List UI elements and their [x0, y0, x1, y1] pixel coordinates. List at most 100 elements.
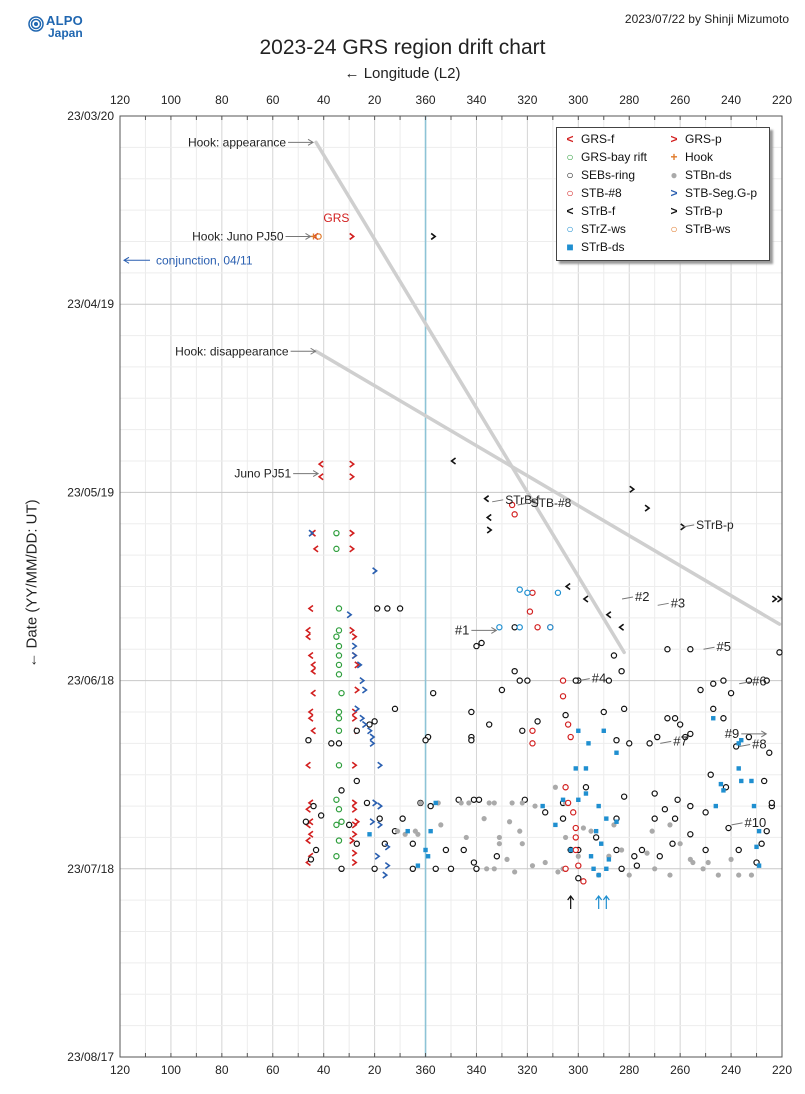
sebs-ring-point	[542, 809, 549, 816]
stbn-ds-point	[687, 856, 693, 862]
legend-label: GRS-bay rift	[581, 150, 648, 164]
strb-ds-point	[713, 803, 718, 809]
stb-8-point	[564, 721, 572, 728]
strb-ds-point	[576, 728, 581, 733]
sebs-ring-point	[735, 846, 742, 854]
y-tick-label: 23/03/20	[67, 109, 114, 123]
annotation-label: #1	[455, 622, 469, 637]
drift-line-strb-p	[314, 349, 782, 626]
x-tick-label-bottom: 300	[568, 1063, 588, 1077]
stb-seg-g-p-point	[359, 676, 366, 685]
strz-ws-point	[516, 586, 523, 593]
sebs-ring-point	[493, 853, 501, 860]
stbn-ds-point	[677, 841, 683, 847]
legend-item: < STrB-f	[563, 204, 615, 218]
sebs-ring-point	[371, 718, 378, 725]
sebs-ring-point	[758, 840, 765, 847]
annotation-pointer	[703, 646, 715, 650]
strb-f-point	[485, 513, 492, 522]
strz-ws-point	[516, 624, 523, 631]
y-tick-label: 23/07/18	[67, 862, 114, 876]
annotation-pointer	[683, 524, 695, 528]
sebs-ring-point	[766, 749, 773, 756]
strb-p-point	[776, 595, 783, 603]
stb-seg-g-p-point	[377, 821, 384, 829]
annotation-label: STrB-p	[696, 518, 734, 532]
grs-p-point	[354, 661, 361, 669]
sebs-ring-point	[676, 721, 684, 728]
strb-ds-point	[739, 737, 744, 743]
legend-item: ○ SEBs-ring	[563, 168, 635, 182]
stbn-ds-point	[491, 866, 497, 872]
x-tick-label-top: 360	[416, 93, 436, 107]
legend-label: STrB-ds	[581, 240, 625, 254]
strb-ds-point	[596, 803, 601, 809]
stbn-ds-point	[509, 800, 515, 806]
annotation-pointer	[293, 470, 320, 478]
stb-seg-g-p-point	[351, 651, 358, 660]
sebs-ring-point	[669, 840, 676, 847]
stb-8-point	[529, 589, 536, 596]
y-tick-label: 23/08/17	[67, 1050, 114, 1064]
sebs-ring-point	[353, 840, 360, 847]
annotation-pointer	[492, 499, 504, 503]
grs-p-point	[349, 473, 356, 481]
sebs-ring-point	[572, 677, 579, 684]
sebs-ring-point	[776, 649, 783, 656]
legend-marker-icon: +	[670, 150, 678, 164]
legend-item: + Hook	[667, 150, 713, 164]
strb-ds-point	[606, 857, 612, 862]
annotation-pointer	[657, 602, 669, 606]
stb-8-point	[570, 809, 577, 816]
sebs-ring-point	[613, 846, 620, 854]
x-tick-label-bottom: 120	[110, 1063, 130, 1077]
stb-8-point	[562, 784, 569, 791]
sebs-ring-point	[345, 821, 353, 829]
legend-label: STB-Seg.G-p	[685, 186, 758, 200]
x-tick-label-bottom: 220	[772, 1063, 792, 1077]
grs-f-point	[305, 761, 311, 769]
sebs-ring-point	[516, 677, 523, 684]
sebs-ring-point	[470, 796, 478, 803]
sebs-ring-point	[559, 815, 567, 822]
x-tick-label-top: 60	[266, 93, 280, 107]
legend-label: GRS-f	[581, 132, 615, 146]
grs-f-point	[305, 836, 311, 845]
legend-label: STBn-ds	[685, 168, 732, 182]
legend-label: STrB-p	[685, 204, 723, 218]
strz-ws-point	[524, 589, 531, 596]
grs-bay-rift-point	[333, 821, 340, 829]
x-tick-label-bottom: 280	[619, 1063, 639, 1077]
legend-marker-icon: >	[670, 204, 678, 218]
x-tick-label-bottom: 340	[466, 1063, 486, 1077]
sebs-ring-point	[391, 705, 399, 713]
sebs-ring-point	[582, 784, 590, 791]
stb-8-point	[559, 693, 567, 700]
stbn-ds-point	[644, 850, 650, 856]
annotation-label: #9	[725, 726, 739, 741]
x-axis-title: ← Longitude (L2)	[344, 65, 461, 82]
legend-label: STrB-ws	[685, 222, 731, 236]
stb-seg-g-p-point	[356, 661, 363, 669]
stbn-ds-point	[705, 859, 711, 866]
strb-ds-point	[568, 847, 573, 853]
annotation-pointer	[285, 233, 312, 240]
stbn-ds-point	[748, 872, 755, 878]
sebs-ring-point	[473, 642, 480, 650]
legend-marker-icon: ○	[566, 186, 574, 200]
grs-p-point	[351, 805, 358, 813]
sebs-ring-point	[442, 846, 450, 854]
strb-ds-point	[718, 781, 724, 787]
grs-f-point	[312, 545, 319, 553]
grs-p-point	[351, 799, 358, 807]
stb-8-point	[580, 878, 587, 885]
sebs-ring-point	[562, 711, 569, 719]
stbn-ds-point	[466, 800, 472, 806]
grs-f-point	[310, 727, 316, 735]
logo-swirl-icon	[28, 16, 44, 32]
strb-ds-point	[711, 716, 716, 721]
legend-item: > GRS-p	[667, 132, 721, 146]
stbn-ds-point	[484, 866, 490, 872]
strb-ds-point	[599, 841, 604, 846]
stbn-ds-point	[715, 872, 721, 878]
